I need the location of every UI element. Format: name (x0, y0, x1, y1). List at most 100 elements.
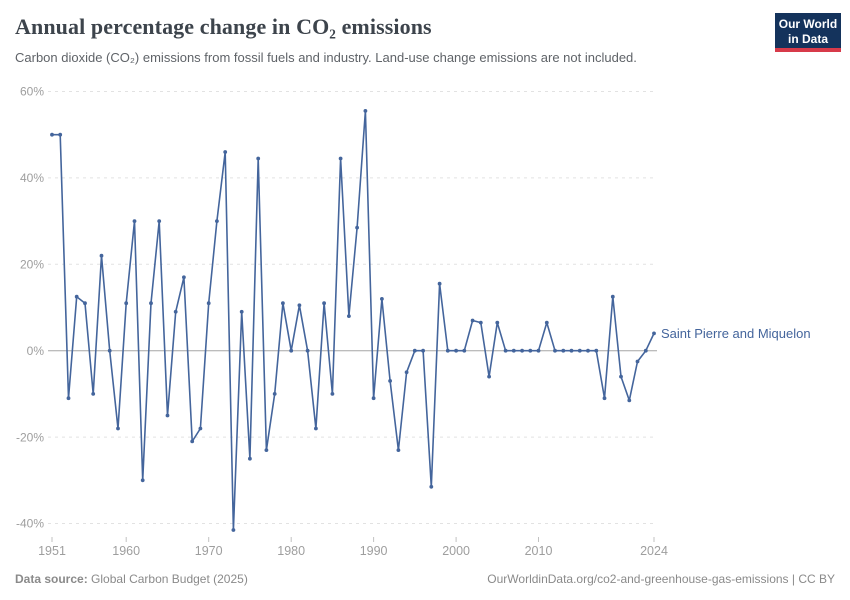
data-point[interactable] (437, 281, 442, 286)
data-point[interactable] (429, 484, 434, 489)
data-point[interactable] (206, 301, 211, 306)
x-tick-label: 1951 (38, 544, 66, 558)
data-point[interactable] (215, 219, 219, 224)
data-source-value: Global Carbon Budget (2025) (91, 572, 248, 586)
owid-logo[interactable]: Our World in Data (775, 13, 841, 52)
data-point[interactable] (445, 348, 450, 353)
data-point[interactable] (388, 379, 392, 383)
data-point[interactable] (182, 275, 186, 280)
data-point[interactable] (520, 348, 524, 353)
series-label[interactable]: Saint Pierre and Miquelon (661, 326, 811, 341)
owid-logo-line2: in Data (787, 32, 828, 46)
data-point[interactable] (487, 374, 491, 379)
data-point[interactable] (272, 392, 277, 396)
data-point[interactable] (619, 374, 623, 379)
x-tick-label: 2000 (442, 544, 470, 558)
data-point[interactable] (99, 253, 104, 258)
data-point[interactable] (380, 297, 384, 301)
x-tick-label: 1970 (195, 544, 223, 558)
data-point[interactable] (470, 318, 475, 323)
y-tick-label: -20% (16, 430, 44, 444)
data-point[interactable] (149, 301, 153, 306)
data-source: Data source: Global Carbon Budget (2025) (15, 572, 248, 586)
data-point[interactable] (107, 348, 112, 353)
data-point[interactable] (58, 132, 63, 137)
data-point[interactable] (462, 348, 467, 353)
data-point[interactable] (627, 398, 632, 403)
data-point[interactable] (338, 156, 343, 161)
data-point[interactable] (503, 348, 508, 353)
data-point[interactable] (643, 348, 648, 353)
data-point[interactable] (256, 156, 261, 161)
data-point[interactable] (173, 309, 178, 314)
data-point[interactable] (116, 426, 120, 431)
data-point[interactable] (652, 331, 656, 336)
y-tick-label: 0% (27, 344, 45, 358)
data-point[interactable] (231, 528, 236, 532)
chart-subtitle: Carbon dioxide (CO₂) emissions from foss… (15, 50, 637, 65)
y-tick-label: 60% (20, 85, 44, 99)
credit-link[interactable]: OurWorldinData.org/co2-and-greenhouse-ga… (487, 572, 835, 586)
data-point[interactable] (586, 348, 590, 353)
data-point[interactable] (322, 301, 326, 306)
data-point[interactable] (74, 294, 79, 299)
data-point[interactable] (297, 303, 302, 308)
data-point[interactable] (594, 348, 599, 353)
data-point[interactable] (314, 426, 318, 431)
x-tick-label: 2010 (525, 544, 553, 558)
chart-title: Annual percentage change in CO₂ emission… (15, 14, 432, 39)
data-point[interactable] (544, 320, 549, 325)
data-point[interactable] (239, 309, 244, 314)
data-point[interactable] (569, 348, 574, 353)
y-tick-label: 20% (20, 258, 44, 272)
data-point[interactable] (289, 348, 294, 353)
data-point[interactable] (264, 448, 269, 452)
data-point[interactable] (190, 439, 195, 444)
data-point[interactable] (404, 370, 409, 375)
data-point[interactable] (478, 320, 483, 325)
data-point[interactable] (50, 132, 54, 137)
y-tick-label: -40% (16, 517, 44, 531)
data-point[interactable] (83, 301, 87, 306)
y-tick-label: 40% (20, 171, 44, 185)
data-point[interactable] (553, 348, 557, 353)
data-point[interactable] (610, 294, 615, 299)
data-point[interactable] (635, 359, 640, 364)
data-point[interactable] (396, 448, 401, 452)
x-tick-label: 1990 (360, 544, 388, 558)
data-point[interactable] (602, 396, 607, 401)
data-point[interactable] (140, 478, 145, 483)
data-point[interactable] (347, 314, 351, 318)
data-point[interactable] (248, 456, 252, 461)
data-point[interactable] (157, 219, 162, 224)
data-point[interactable] (124, 301, 129, 306)
data-point[interactable] (412, 348, 417, 353)
data-point[interactable] (495, 320, 500, 325)
data-point[interactable] (223, 150, 228, 154)
data-point[interactable] (561, 348, 566, 353)
data-point[interactable] (330, 392, 335, 396)
data-point[interactable] (165, 413, 170, 418)
data-point[interactable] (305, 348, 310, 353)
owid-logo-line1: Our World (778, 17, 838, 31)
data-point[interactable] (511, 348, 516, 353)
series-line[interactable] (51, 110, 655, 531)
data-point[interactable] (371, 396, 376, 401)
data-point[interactable] (363, 109, 368, 113)
data-point[interactable] (536, 348, 541, 353)
data-point[interactable] (577, 348, 582, 353)
x-tick-label: 1980 (277, 544, 305, 558)
data-source-label: Data source: (15, 572, 88, 586)
data-point[interactable] (528, 348, 533, 353)
data-point[interactable] (198, 426, 203, 431)
data-point[interactable] (132, 219, 137, 224)
data-point[interactable] (66, 396, 71, 401)
data-point[interactable] (421, 348, 425, 353)
data-point[interactable] (355, 225, 359, 230)
data-point[interactable] (454, 348, 458, 353)
data-point[interactable] (91, 392, 96, 396)
chart-footer: Data source: Global Carbon Budget (2025)… (15, 572, 835, 586)
data-point[interactable] (281, 301, 285, 306)
